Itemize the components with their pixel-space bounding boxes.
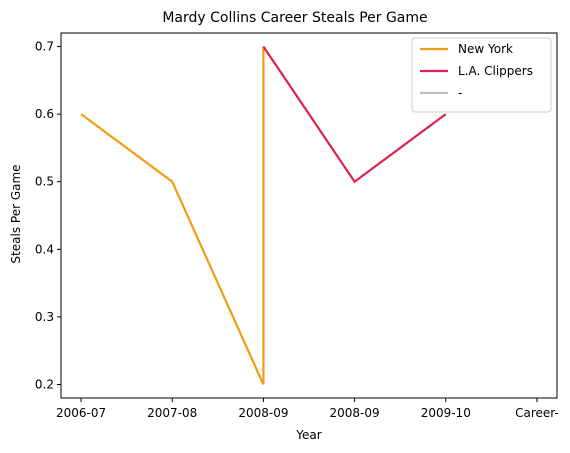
y-tick-label: 0.5 bbox=[35, 175, 54, 189]
y-tick-label: 0.7 bbox=[35, 40, 54, 54]
x-axis-label: Year bbox=[295, 428, 321, 442]
legend-label-1: L.A. Clippers bbox=[458, 64, 533, 78]
x-tick-label: 2008-09 bbox=[238, 406, 288, 420]
y-tick-label: 0.4 bbox=[35, 242, 54, 256]
x-tick-label: 2009-10 bbox=[421, 406, 471, 420]
series-line-1 bbox=[262, 45, 447, 184]
x-tick-label: 2007-08 bbox=[147, 406, 197, 420]
x-tick-label: Career- bbox=[515, 406, 559, 420]
series-line-0 bbox=[80, 46, 265, 385]
legend-label-0: New York bbox=[458, 42, 513, 56]
y-tick-label: 0.2 bbox=[35, 377, 54, 391]
x-tick-label: 2008-09 bbox=[330, 406, 380, 420]
axes: 0.2 0.3 0.4 0.5 0.6 0.7 2006-07 2007-08 2008-09 2… bbox=[35, 32, 559, 420]
axes-frame bbox=[60, 32, 558, 399]
x-tick-label: 2006-07 bbox=[56, 406, 106, 420]
plot-area bbox=[80, 45, 447, 385]
y-axis-label: Steals Per Game bbox=[9, 164, 23, 263]
chart-title: Mardy Collins Career Steals Per Game bbox=[162, 10, 427, 26]
y-tick-label: 0.6 bbox=[35, 107, 54, 121]
legend-label-2: - bbox=[458, 86, 462, 100]
legend: New York L.A. Clippers - bbox=[411, 37, 552, 113]
y-tick-label: 0.3 bbox=[35, 310, 54, 324]
